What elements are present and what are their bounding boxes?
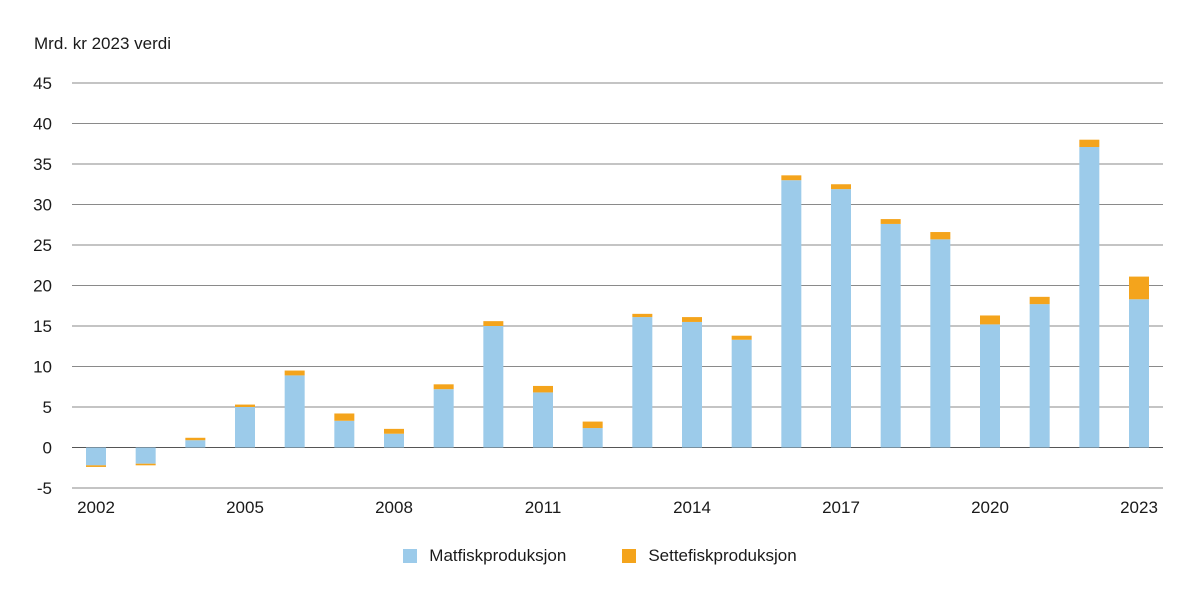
y-tick-label: 40: [33, 115, 52, 134]
bar-matfisk: [781, 180, 802, 448]
bar-settefisk: [632, 313, 653, 318]
bar-matfisk: [235, 407, 255, 448]
legend-swatch-settefisk: [622, 549, 637, 563]
bar-settefisk: [384, 428, 404, 434]
x-tick-label: 2017: [822, 498, 860, 517]
x-tick-label: 2002: [77, 498, 115, 517]
bar-settefisk: [731, 335, 752, 340]
bar-matfisk: [185, 440, 206, 448]
y-tick-label: 15: [33, 317, 52, 336]
bar-matfisk: [831, 189, 851, 448]
bar-matfisk: [86, 447, 106, 466]
y-tick-label: 20: [33, 277, 52, 296]
bar-matfisk: [1079, 146, 1100, 448]
legend-item-settefisk: Settefiskproduksjon: [622, 546, 797, 566]
bar-settefisk: [483, 321, 504, 326]
x-tick-label: 2014: [673, 498, 711, 517]
bar-matfisk: [582, 428, 603, 448]
y-tick-label: 25: [33, 236, 52, 255]
y-tick-label: -5: [37, 479, 52, 498]
bar-settefisk: [682, 317, 702, 322]
bar-settefisk: [235, 404, 255, 407]
bar-settefisk: [1129, 276, 1149, 300]
bar-matfisk: [1029, 304, 1050, 448]
bar-settefisk: [1079, 139, 1100, 147]
bar-settefisk: [433, 384, 454, 390]
bar-settefisk: [533, 385, 553, 393]
bar-settefisk: [135, 463, 156, 466]
x-tick-label: 2008: [375, 498, 413, 517]
bar-matfisk: [731, 339, 752, 448]
y-tick-label: 30: [33, 196, 52, 215]
legend-label-matfisk: Matfiskproduksjon: [429, 546, 567, 565]
bar-matfisk: [284, 375, 305, 448]
bar-matfisk: [334, 420, 355, 448]
bar-matfisk: [980, 324, 1000, 448]
bar-settefisk: [582, 421, 603, 429]
bar-settefisk: [185, 437, 206, 441]
bar-matfisk: [384, 433, 404, 448]
bar-settefisk: [980, 315, 1000, 325]
bar-matfisk: [632, 317, 653, 448]
legend-label-settefisk: Settefiskproduksjon: [648, 546, 797, 565]
bar-matfisk: [483, 326, 504, 448]
bar-matfisk: [682, 321, 702, 448]
bar-settefisk: [284, 370, 305, 376]
bar-matfisk: [930, 239, 951, 448]
bar-matfisk: [1129, 299, 1149, 448]
bar-settefisk: [86, 465, 106, 467]
y-tick-label: 35: [33, 155, 52, 174]
y-tick-label: 45: [33, 74, 52, 93]
bar-settefisk: [880, 219, 901, 224]
y-axis-label: Mrd. kr 2023 verdi: [34, 34, 171, 53]
bar-matfisk: [135, 447, 156, 464]
legend-item-matfisk: Matfiskproduksjon: [403, 546, 566, 566]
bar-settefisk: [831, 184, 851, 190]
bar-settefisk: [1029, 296, 1050, 305]
bar-settefisk: [930, 232, 951, 240]
legend: Matfiskproduksjon Settefiskproduksjon: [0, 546, 1200, 566]
stacked-bar-chart: 45 40 35 30 25 20 15 10 5 0 -5 2002 2005 2008 2011 2014…: [33, 74, 1163, 517]
bar-settefisk: [334, 413, 355, 421]
y-tick-label: 0: [43, 439, 52, 458]
x-tick-label: 2011: [525, 498, 562, 517]
bar-settefisk: [781, 175, 802, 181]
y-tick-label: 10: [33, 358, 52, 377]
x-tick-label: 2005: [226, 498, 264, 517]
bar-matfisk: [533, 392, 553, 448]
bar-matfisk: [433, 389, 454, 448]
y-tick-label: 5: [43, 398, 52, 417]
x-tick-label: 2020: [971, 498, 1009, 517]
bar-matfisk: [880, 223, 901, 448]
x-tick-label: 2023: [1120, 498, 1158, 517]
legend-swatch-matfisk: [403, 549, 418, 563]
